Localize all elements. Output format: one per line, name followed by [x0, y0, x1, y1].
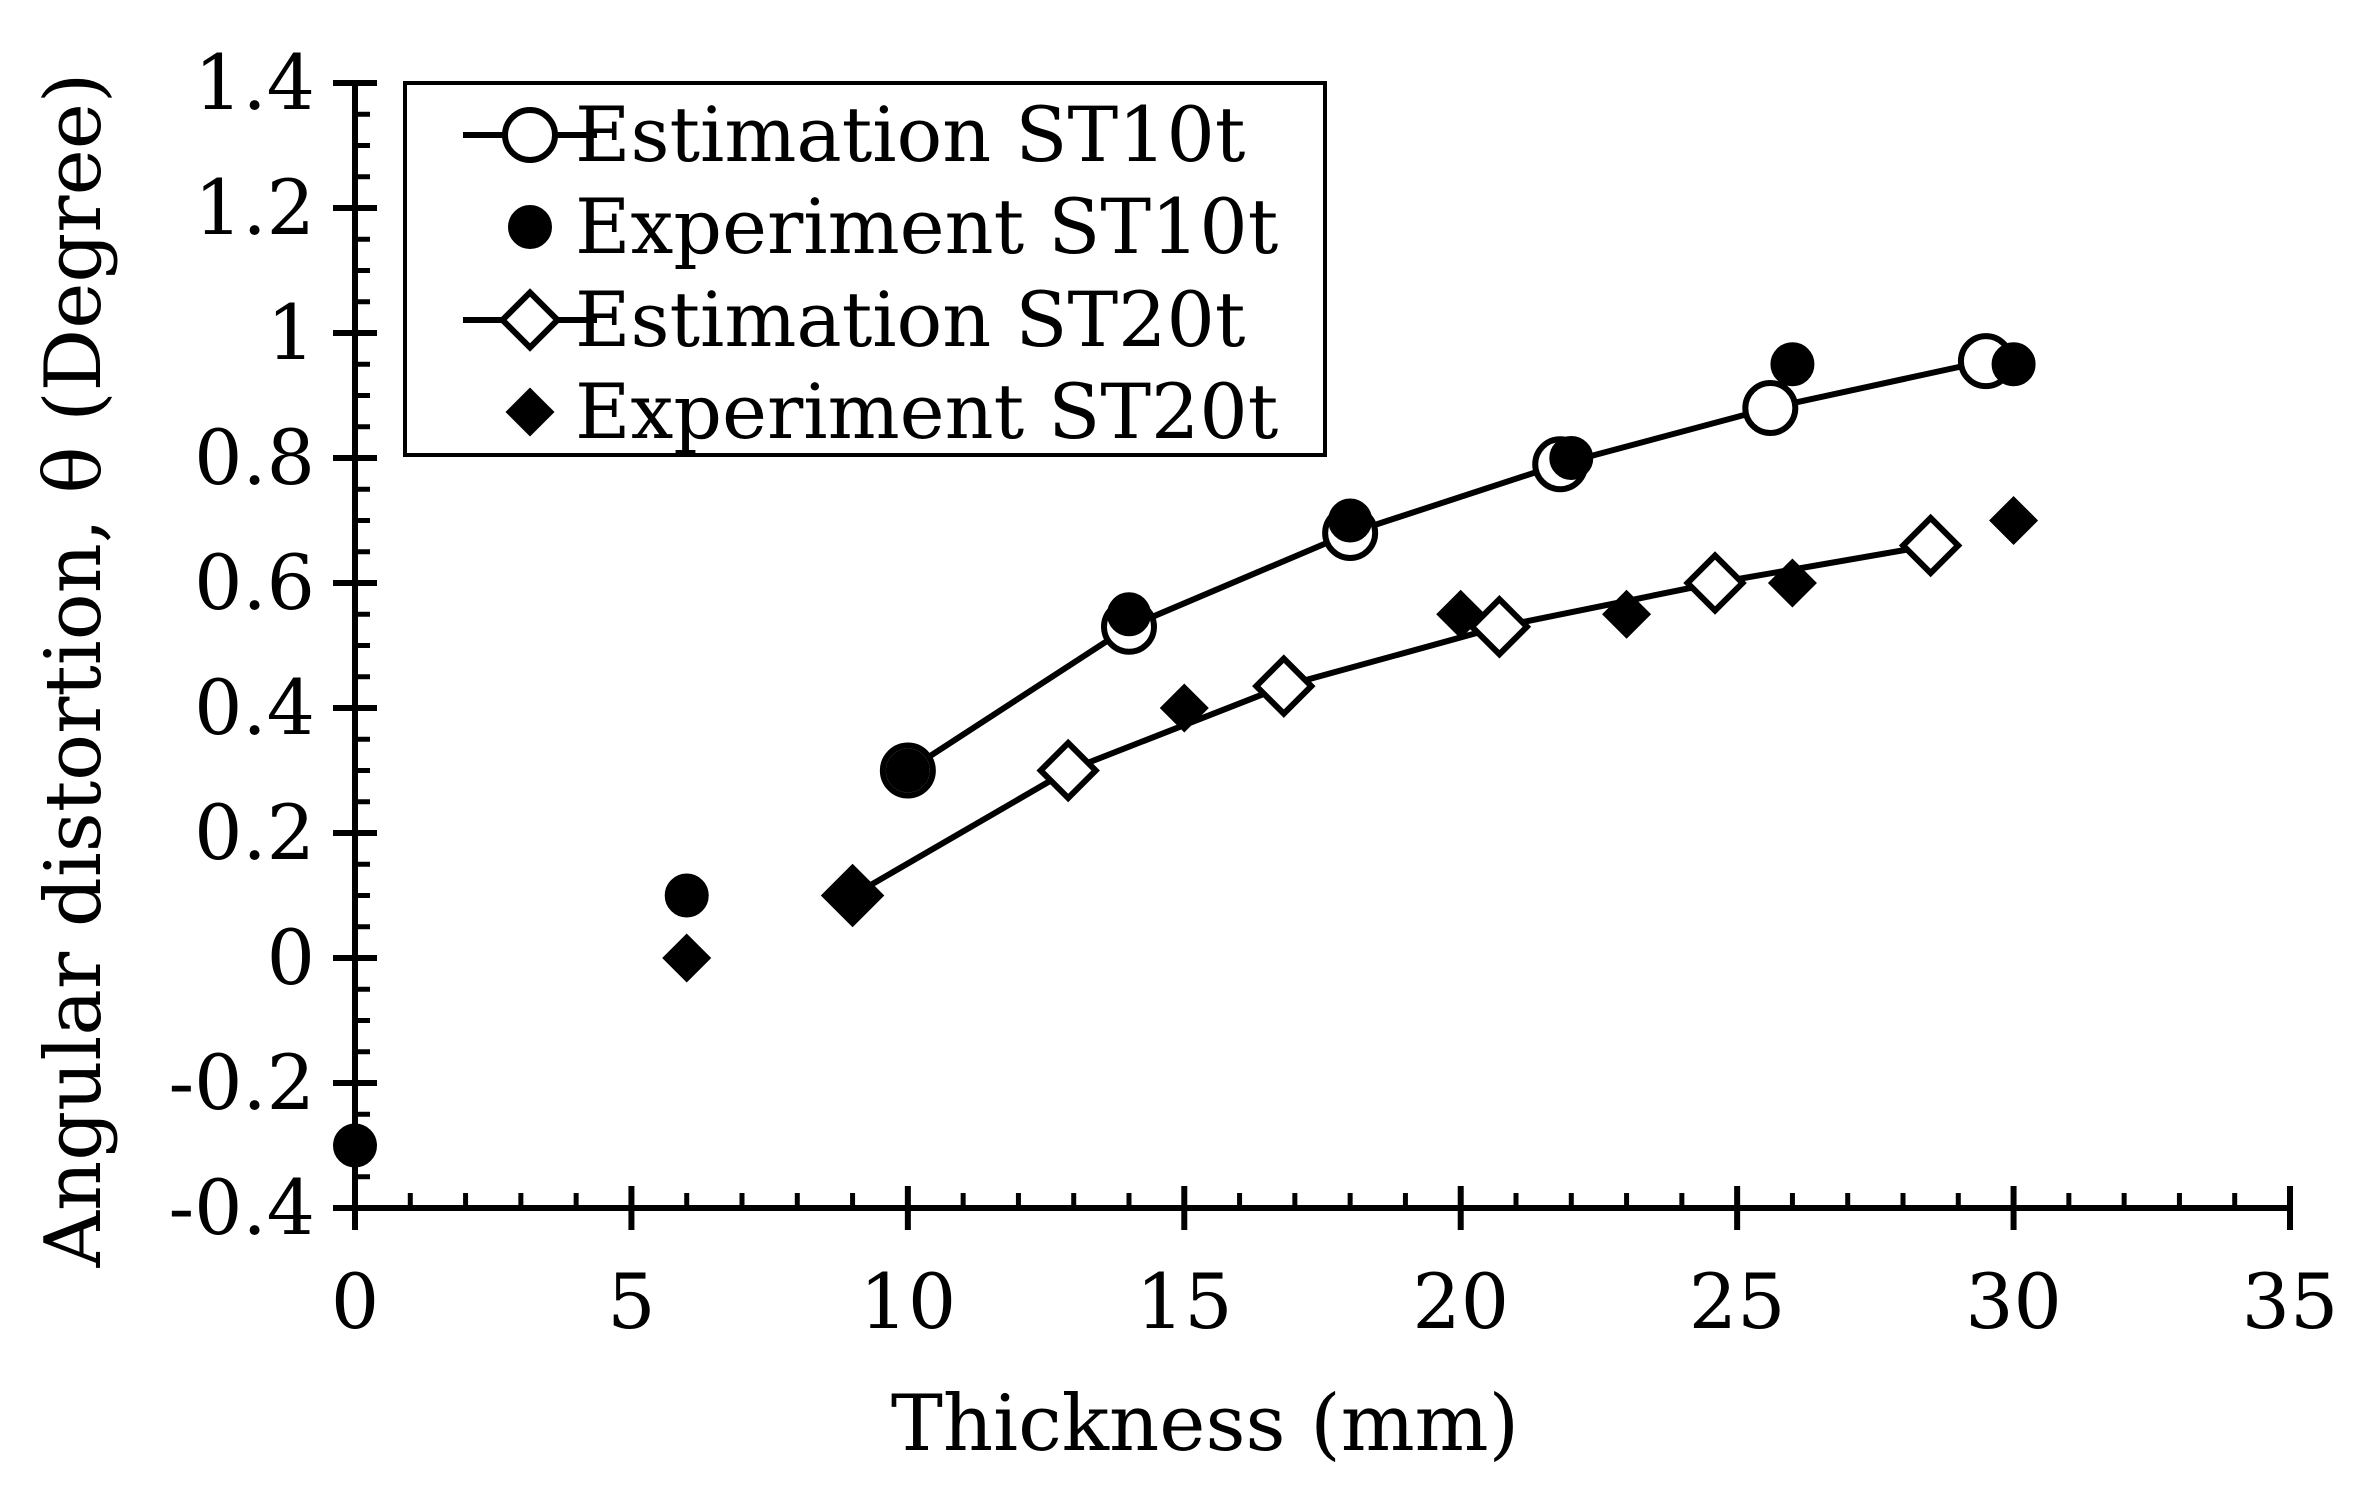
filled-diamond-marker [662, 933, 712, 983]
filled-circle-marker [508, 205, 552, 249]
series-line [906, 358, 1987, 774]
x-tick-label: 10 [859, 1257, 956, 1346]
y-tick-label: -0.2 [168, 1038, 315, 1127]
y-tick-label: 0.6 [194, 538, 315, 627]
open-circle-marker [1742, 380, 1799, 436]
legend-label: Estimation ST10t [575, 90, 1245, 179]
legend-item: Experiment ST10t [508, 182, 1278, 271]
open-diamond-marker [1467, 595, 1532, 659]
y-tick-label: 1.4 [194, 38, 315, 127]
legend-label: Experiment ST20t [575, 367, 1278, 456]
axes: 0 5 10 15 20 25 30 35 -0.4 -0.2 0 0.2 0.4 0.6 0.8 1 1.2 1… [168, 38, 2338, 1346]
y-tick-label: 0.4 [194, 663, 315, 752]
x-tick-label: 15 [1136, 1257, 1233, 1346]
series-4 [662, 495, 2039, 983]
x-tick-label: 20 [1412, 1257, 1509, 1346]
open-diamond-marker [1036, 738, 1100, 803]
series-2 [333, 342, 2036, 1168]
open-diamond-marker [1252, 654, 1316, 718]
y-tick-label: 0.8 [194, 413, 315, 502]
open-circle-marker [502, 107, 558, 163]
filled-circle-marker [1549, 436, 1594, 480]
y-tick-label: 1 [267, 288, 315, 377]
filled-diamond-marker [1602, 589, 1652, 639]
filled-diamond-marker [1436, 589, 1486, 639]
filled-diamond-marker [1159, 683, 1209, 733]
series-layer [333, 333, 2039, 1168]
legend-box [403, 81, 1327, 457]
y-tick-label: 1.2 [194, 163, 315, 252]
filled-circle-marker [885, 748, 930, 793]
filled-circle-marker [333, 1123, 377, 1168]
filled-diamond-marker [1767, 558, 1817, 608]
filled-circle-marker [664, 873, 709, 918]
open-diamond-marker [1898, 513, 1963, 578]
x-axis-title: Thickness (mm) [891, 1379, 1519, 1469]
filled-circle-marker [1770, 342, 1815, 387]
open-diamond-marker [1683, 551, 1747, 615]
filled-diamond-marker [828, 870, 878, 921]
y-tick-label: 0 [267, 913, 315, 1002]
x-tick-label: 25 [1689, 1257, 1786, 1346]
x-tick-label: 0 [331, 1257, 379, 1346]
filled-diamond-marker [1989, 495, 2039, 546]
filled-circle-marker [1328, 498, 1373, 543]
x-tick-label: 30 [1965, 1257, 2062, 1346]
x-tick-label: 5 [607, 1257, 655, 1346]
filled-circle-marker [1107, 592, 1151, 637]
open-diamond-marker [498, 288, 562, 352]
legend-label: Estimation ST20t [575, 275, 1245, 364]
x-tick-label: 35 [2242, 1257, 2339, 1346]
legend-item: Experiment ST20t [505, 367, 1278, 456]
series-3 [820, 513, 1963, 928]
filled-circle-marker [1991, 342, 2036, 387]
y-tick-label: 0.2 [194, 788, 315, 877]
y-axis-title: Angular distortion, θ (Degree) [29, 73, 119, 1269]
series-line [851, 542, 1932, 899]
legend-item: Estimation ST20t [463, 275, 1245, 364]
y-tick-label: -0.4 [168, 1163, 315, 1252]
legend-item: Estimation ST10t [463, 90, 1245, 179]
filled-diamond-marker [505, 387, 555, 437]
legend-label: Experiment ST10t [575, 182, 1278, 271]
